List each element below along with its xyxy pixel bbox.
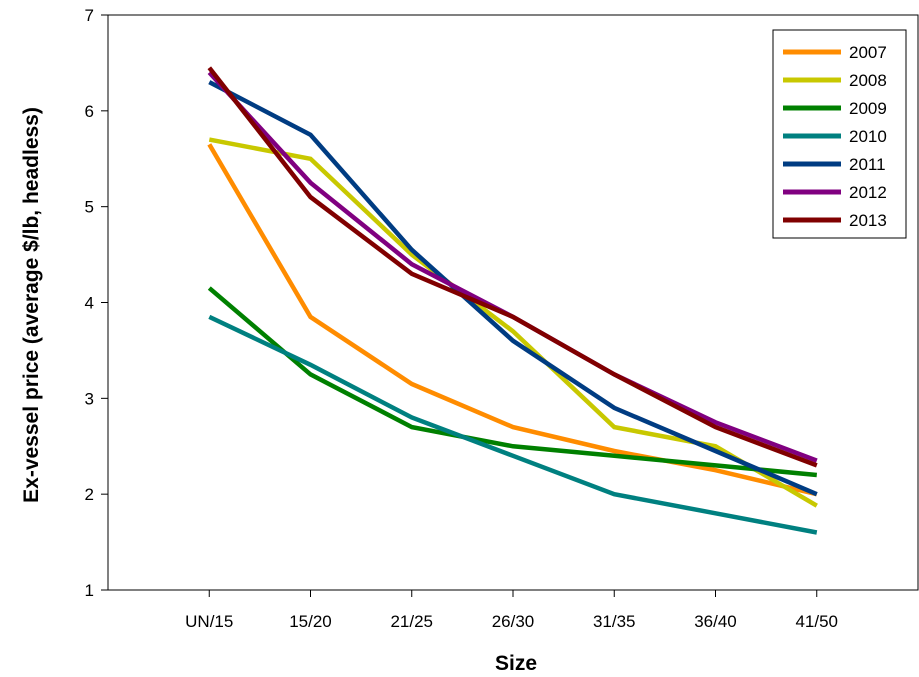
legend-label-2008: 2008 xyxy=(849,71,887,90)
x-tick-label: 31/35 xyxy=(593,612,636,631)
legend-label-2007: 2007 xyxy=(849,43,887,62)
y-tick-label: 2 xyxy=(85,485,94,504)
y-axis: 1 2 3 4 5 6 7 xyxy=(85,6,108,600)
legend-label-2012: 2012 xyxy=(849,183,887,202)
x-tick-label: 26/30 xyxy=(492,612,535,631)
x-tick-label: UN/15 xyxy=(185,612,233,631)
x-tick-label: 36/40 xyxy=(694,612,737,631)
series-line-2011 xyxy=(208,80,818,497)
series-line-2008 xyxy=(208,137,818,508)
legend-label-2010: 2010 xyxy=(849,127,887,146)
y-tick-label: 5 xyxy=(85,198,94,217)
y-tick-label: 4 xyxy=(85,294,94,313)
y-tick-label: 6 xyxy=(85,102,94,121)
y-axis-title: Ex-vessel price (average $/lb, headless) xyxy=(20,107,43,503)
x-axis-title: Size xyxy=(495,652,537,675)
y-tick-label: 7 xyxy=(85,6,94,25)
series-line-2007 xyxy=(207,143,818,497)
y-tick-label: 1 xyxy=(85,581,94,600)
legend: 2007 2008 2009 2010 2011 2012 2013 xyxy=(772,29,907,239)
x-tick-label: 41/50 xyxy=(795,612,838,631)
series-line-2009 xyxy=(207,286,818,478)
legend-label-2009: 2009 xyxy=(849,99,887,118)
series-lines xyxy=(207,66,818,535)
legend-label-2013: 2013 xyxy=(849,211,887,230)
series-line-2013 xyxy=(207,66,818,468)
y-tick-label: 3 xyxy=(85,389,94,408)
x-axis: UN/15 15/20 21/25 26/30 31/35 36/40 41/50 xyxy=(185,590,838,631)
legend-label-2011: 2011 xyxy=(849,155,886,174)
x-tick-label: 15/20 xyxy=(289,612,332,631)
x-tick-label: 21/25 xyxy=(390,612,433,631)
series-line-2010 xyxy=(208,314,818,535)
